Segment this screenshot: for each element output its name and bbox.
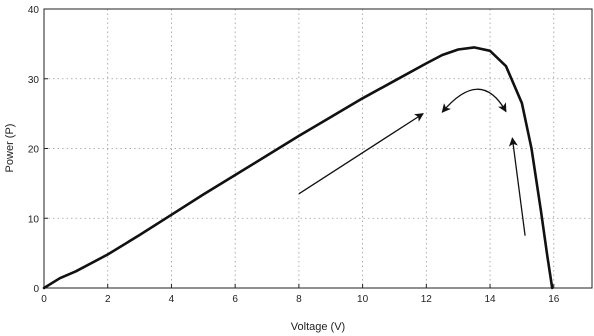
x-tick-label: 14: [484, 294, 496, 305]
annotation-arrow: [508, 137, 526, 236]
grid: [44, 9, 592, 288]
x-tick-label: 10: [357, 294, 369, 305]
y-tick-label: 10: [28, 214, 40, 225]
pv-curve-series-0: [42, 46, 554, 290]
annotation-arrow: [298, 113, 424, 195]
x-tick-label: 0: [41, 294, 47, 305]
y-tick-label: 0: [33, 284, 39, 295]
y-tick-label: 30: [28, 75, 40, 86]
y-tick-label: 40: [28, 5, 40, 16]
x-tick-label: 2: [105, 294, 111, 305]
x-axis-label: Voltage (V): [291, 321, 345, 333]
x-tick-label: 16: [548, 294, 560, 305]
annotation-curved-double-arrow: [441, 88, 507, 113]
annotations: [298, 88, 526, 236]
x-tick-label: 12: [421, 294, 433, 305]
axis-ticks: 0 2 4 6 8 10 12 14 16 0 10 20 30 40: [28, 5, 560, 305]
x-tick-label: 6: [232, 294, 238, 305]
y-axis-label: Power (P): [4, 124, 16, 173]
x-tick-label: 8: [296, 294, 302, 305]
y-tick-label: 20: [28, 145, 40, 156]
series-layer: [42, 46, 554, 290]
x-tick-label: 4: [169, 294, 175, 305]
